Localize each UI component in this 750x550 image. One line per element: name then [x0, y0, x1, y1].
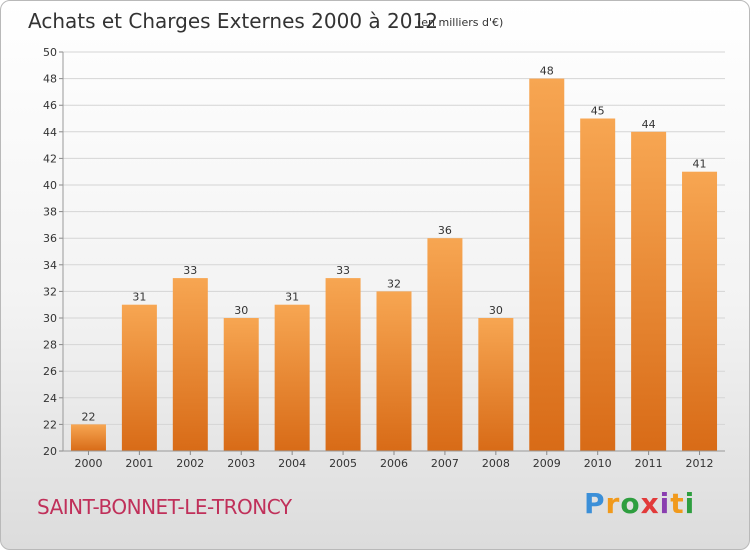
bar-value-label: 30 — [489, 304, 503, 317]
bar — [478, 318, 514, 451]
chart-title: Achats et Charges Externes 2000 à 2012 — [28, 9, 438, 33]
y-tick-label: 50 — [43, 46, 57, 59]
x-tick-label: 2000 — [74, 457, 102, 470]
bar-value-label: 31 — [285, 291, 299, 304]
bar-value-label: 44 — [642, 118, 656, 131]
bar-value-label: 22 — [81, 410, 95, 423]
bar — [325, 278, 361, 451]
bar-value-label: 33 — [336, 264, 350, 277]
x-tick-label: 2007 — [431, 457, 459, 470]
x-tick-label: 2004 — [278, 457, 306, 470]
x-tick-label: 2003 — [227, 457, 255, 470]
x-tick-label: 2012 — [686, 457, 714, 470]
bar-value-label: 33 — [183, 264, 197, 277]
bar — [682, 171, 718, 451]
y-tick-label: 40 — [43, 179, 57, 192]
y-tick-label: 32 — [43, 285, 57, 298]
bars: 22 31 33 30 31 33 32 36 30 48 45 44 41 — [70, 65, 718, 452]
bar-value-label: 45 — [591, 105, 605, 118]
x-tick-label: 2010 — [584, 457, 612, 470]
y-axis: 20 22 24 26 28 30 32 34 36 38 40 42 44 46 48 50 — [43, 46, 64, 458]
x-tick-label: 2005 — [329, 457, 357, 470]
y-tick-label: 20 — [43, 445, 57, 458]
bar — [529, 78, 565, 451]
y-tick-label: 30 — [43, 312, 57, 325]
y-tick-label: 42 — [43, 152, 57, 165]
chart-subtitle: (en milliers d'€) — [417, 16, 503, 29]
bar — [121, 304, 157, 451]
bar — [70, 424, 106, 451]
bar-value-label: 32 — [387, 277, 401, 290]
y-tick-label: 26 — [43, 365, 57, 378]
bar-value-label: 36 — [438, 224, 452, 237]
bar-value-label: 41 — [693, 158, 707, 171]
bar-value-label: 31 — [132, 291, 146, 304]
y-tick-label: 38 — [43, 206, 57, 219]
bar-value-label: 48 — [540, 65, 554, 78]
y-tick-label: 34 — [43, 259, 57, 272]
city-name: SAINT-BONNET-LE-TRONCY — [37, 495, 292, 519]
x-tick-label: 2009 — [533, 457, 561, 470]
y-tick-label: 44 — [43, 126, 57, 139]
x-tick-label: 2006 — [380, 457, 408, 470]
bar — [631, 131, 667, 452]
y-tick-label: 48 — [43, 73, 57, 86]
x-tick-label: 2001 — [125, 457, 153, 470]
y-tick-label: 36 — [43, 232, 57, 245]
x-tick-label: 2008 — [482, 457, 510, 470]
bar — [427, 238, 463, 451]
bar — [376, 291, 412, 451]
brand-logo: Proxiti — [584, 487, 696, 520]
bar — [223, 318, 259, 451]
y-tick-label: 28 — [43, 339, 57, 352]
bar — [274, 304, 310, 451]
bar-value-label: 30 — [234, 304, 248, 317]
x-axis: 2000 2001 2002 2003 2004 2005 2006 2007 2008 2009… — [63, 450, 725, 470]
x-tick-label: 2011 — [635, 457, 663, 470]
bar — [172, 278, 208, 451]
y-tick-label: 22 — [43, 418, 57, 431]
x-tick-label: 2002 — [176, 457, 204, 470]
y-tick-label: 46 — [43, 99, 57, 112]
y-tick-label: 24 — [43, 392, 57, 405]
bar — [580, 118, 616, 451]
